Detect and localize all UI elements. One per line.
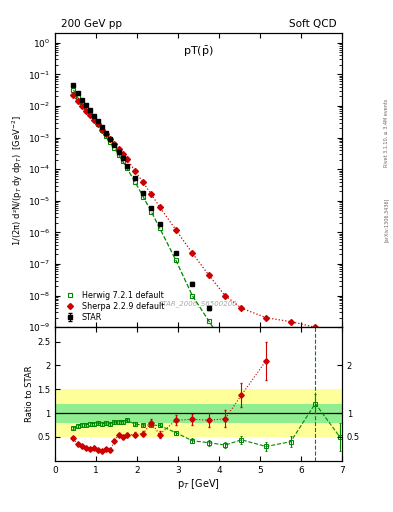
Herwig 7.2.1 default [223, 343, 228, 349]
Herwig 7.2.1 default [264, 404, 268, 410]
Sherpa 2.2.9 default [120, 151, 125, 157]
Herwig 7.2.1 default [96, 121, 101, 127]
Sherpa 2.2.9 default [108, 136, 113, 142]
Herwig 7.2.1 default [190, 292, 195, 298]
Herwig 7.2.1 default [88, 111, 92, 117]
Herwig 7.2.1 default [108, 139, 113, 145]
Text: 200 GeV pp: 200 GeV pp [61, 19, 122, 29]
Herwig 7.2.1 default [132, 179, 137, 185]
Herwig 7.2.1 default [75, 94, 80, 100]
Sherpa 2.2.9 default [88, 112, 92, 118]
Sherpa 2.2.9 default [223, 292, 228, 298]
Herwig 7.2.1 default [239, 370, 244, 376]
Sherpa 2.2.9 default [288, 318, 293, 325]
Herwig 7.2.1 default [125, 165, 129, 171]
Herwig 7.2.1 default [149, 209, 154, 215]
Sherpa 2.2.9 default [116, 146, 121, 152]
X-axis label: p$_T$ [GeV]: p$_T$ [GeV] [177, 477, 220, 492]
Sherpa 2.2.9 default [100, 126, 105, 133]
Sherpa 2.2.9 default [206, 272, 211, 278]
Herwig 7.2.1 default [313, 474, 318, 480]
Herwig 7.2.1 default [157, 225, 162, 231]
Herwig 7.2.1 default [206, 317, 211, 324]
Sherpa 2.2.9 default [71, 92, 76, 98]
Herwig 7.2.1 default [104, 133, 108, 139]
Y-axis label: 1/(2π) d²N/(p$_T$ dy dp$_T$)  [GeV$^{-2}$]: 1/(2π) d²N/(p$_T$ dy dp$_T$) [GeV$^{-2}$… [11, 115, 25, 246]
Line: Herwig 7.2.1 default: Herwig 7.2.1 default [71, 88, 342, 497]
Herwig 7.2.1 default [141, 194, 145, 200]
Herwig 7.2.1 default [92, 116, 96, 122]
Y-axis label: Ratio to STAR: Ratio to STAR [25, 366, 34, 422]
Sherpa 2.2.9 default [264, 314, 268, 321]
Herwig 7.2.1 default [120, 158, 125, 164]
Herwig 7.2.1 default [112, 145, 117, 152]
Sherpa 2.2.9 default [125, 156, 129, 162]
Herwig 7.2.1 default [116, 152, 121, 158]
Sherpa 2.2.9 default [174, 227, 178, 233]
Legend: Herwig 7.2.1 default, Sherpa 2.2.9 default, STAR: Herwig 7.2.1 default, Sherpa 2.2.9 defau… [59, 289, 165, 323]
Sherpa 2.2.9 default [338, 331, 342, 337]
Sherpa 2.2.9 default [79, 103, 84, 109]
Sherpa 2.2.9 default [75, 98, 80, 104]
Text: STAR_2006_S6500200: STAR_2006_S6500200 [159, 300, 238, 307]
Herwig 7.2.1 default [338, 492, 342, 498]
Sherpa 2.2.9 default [96, 121, 101, 127]
Sherpa 2.2.9 default [313, 324, 318, 330]
Sherpa 2.2.9 default [132, 167, 137, 174]
Sherpa 2.2.9 default [112, 141, 117, 147]
Herwig 7.2.1 default [83, 105, 88, 112]
Text: Soft QCD: Soft QCD [288, 19, 336, 29]
Sherpa 2.2.9 default [104, 131, 108, 137]
Sherpa 2.2.9 default [92, 117, 96, 123]
Herwig 7.2.1 default [79, 100, 84, 106]
Herwig 7.2.1 default [71, 87, 76, 93]
Text: Rivet 3.1.10, ≥ 3.4M events: Rivet 3.1.10, ≥ 3.4M events [384, 99, 389, 167]
Sherpa 2.2.9 default [141, 179, 145, 185]
Text: pT($\bar{\rm p}$): pT($\bar{\rm p}$) [183, 45, 214, 59]
Herwig 7.2.1 default [100, 127, 105, 134]
Sherpa 2.2.9 default [149, 191, 154, 198]
Line: Sherpa 2.2.9 default: Sherpa 2.2.9 default [72, 93, 342, 336]
Sherpa 2.2.9 default [83, 108, 88, 114]
Herwig 7.2.1 default [174, 258, 178, 264]
Sherpa 2.2.9 default [239, 305, 244, 311]
Text: [arXiv:1306.3436]: [arXiv:1306.3436] [384, 198, 389, 242]
Herwig 7.2.1 default [288, 441, 293, 447]
Sherpa 2.2.9 default [157, 204, 162, 210]
Sherpa 2.2.9 default [190, 250, 195, 256]
